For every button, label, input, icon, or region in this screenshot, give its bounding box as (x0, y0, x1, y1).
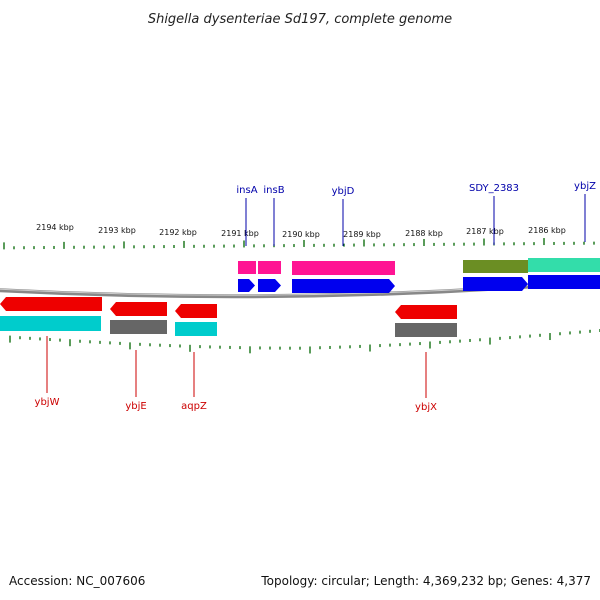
scale-label: 2191 kbp (221, 229, 259, 238)
cds-SDY_2383 (463, 277, 528, 291)
scale-label: 2186 kbp (528, 226, 566, 235)
gene-label-ybjZ: ybjZ (574, 181, 596, 192)
gene-label-aqpZ: aqpZ (181, 401, 207, 412)
gene-insB (258, 261, 281, 274)
scale-label: 2188 kbp (405, 229, 443, 238)
gene-labels: insA insB ybjD SDY_2383 ybjZ ybjW ybjE aqpZ ybjX (35, 181, 597, 413)
features (0, 258, 600, 337)
gene-label-ybjX: ybjX (415, 402, 437, 413)
scale-label: 2190 kbp (282, 230, 320, 239)
outer-ticks (3, 238, 595, 250)
scale-label: 2193 kbp (98, 226, 136, 235)
gene-ybjE (110, 302, 167, 316)
gene-label-insB: insB (263, 185, 284, 196)
cds-ybjD (292, 279, 395, 293)
inner-ticks (9, 329, 600, 354)
scale-label: 2189 kbp (343, 230, 381, 239)
gene-ybjZ (528, 258, 600, 272)
scale-label: 2192 kbp (159, 228, 197, 237)
cds-aqpZ (175, 322, 217, 336)
gene-ybjD (292, 261, 395, 275)
cds-ybjZ (528, 275, 600, 289)
gene-label-SDY_2383: SDY_2383 (469, 183, 519, 194)
scale-label: 2187 kbp (466, 227, 504, 236)
gene-label-ybjD: ybjD (332, 186, 355, 197)
gene-aqpZ (175, 304, 217, 318)
cds-insA (238, 279, 255, 292)
accession-text: Accession: NC_007606 (9, 574, 146, 588)
cds-ybjX (395, 323, 457, 337)
gene-ybjW (0, 297, 102, 311)
gene-insA (238, 261, 256, 274)
cds-ybjW (0, 316, 101, 331)
topology-text: Topology: circular; Length: 4,369,232 bp… (261, 574, 591, 588)
cds-ybjE (110, 320, 167, 334)
page-title: Shigella dysenteriae Sd197, complete gen… (148, 12, 452, 27)
gene-label-ybjE: ybjE (125, 401, 146, 412)
gene-SDY_2383 (463, 260, 528, 273)
scale-labels: 2194 kbp 2193 kbp 2192 kbp 2191 kbp 2190 kbp… (36, 223, 566, 239)
gene-ybjX (395, 305, 457, 319)
gene-label-insA: insA (236, 185, 257, 196)
scale-label: 2194 kbp (36, 223, 74, 232)
cds-insB (258, 279, 281, 292)
gene-label-ybjW: ybjW (35, 397, 60, 408)
